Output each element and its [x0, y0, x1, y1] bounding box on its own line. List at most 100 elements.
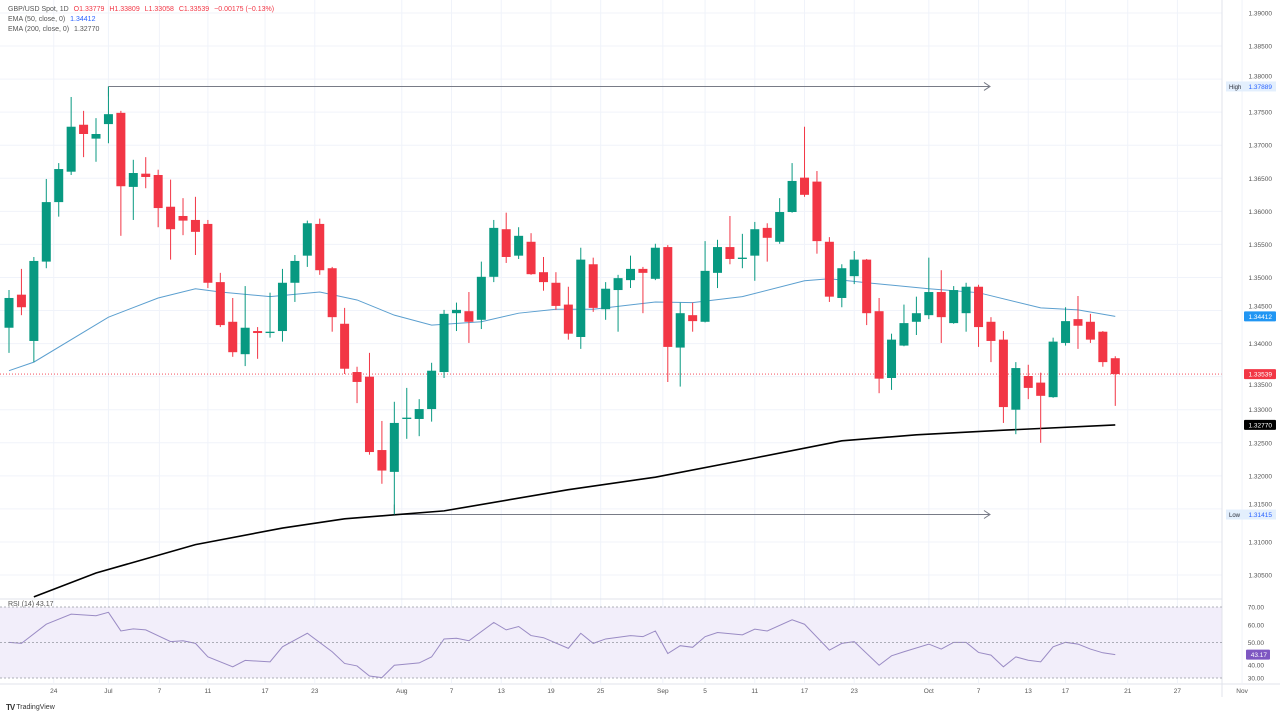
- candle-down: [315, 223, 325, 271]
- date-tick-label: 17: [261, 688, 269, 695]
- candle-down: [1110, 358, 1120, 375]
- candle-down: [563, 304, 573, 334]
- legend-symbol[interactable]: GBP/USD Spot, 1D: [8, 6, 69, 13]
- candle-up: [414, 409, 424, 419]
- date-tick-label: 23: [311, 688, 319, 695]
- price-tick-label: 1.39000: [1249, 11, 1273, 18]
- candle-up: [961, 286, 971, 314]
- rsi-legend-label: RSI (14): [8, 601, 35, 608]
- ema50-series: [8, 278, 1116, 372]
- ema200-line: [33, 424, 1116, 598]
- high-badge-label: High: [1229, 85, 1241, 91]
- date-tick-label: 11: [751, 688, 758, 695]
- candle-up: [675, 313, 685, 348]
- rsi-legend[interactable]: RSI (14) 43.17: [8, 601, 54, 608]
- candle-down: [228, 321, 238, 353]
- candle-down: [253, 331, 263, 334]
- legend-close: C1.33539: [178, 6, 210, 13]
- price-tick-label: 1.32000: [1249, 473, 1273, 480]
- legend-symbol-row: GBP/USD Spot, 1D O1.33779 H1.33809 L1.33…: [8, 5, 277, 15]
- price-tick-label: 1.38500: [1249, 44, 1273, 51]
- footer-brand[interactable]: TV TradingView: [6, 703, 55, 712]
- candle-down: [638, 268, 648, 273]
- candle-down: [974, 286, 984, 328]
- price-tick-label: 1.34500: [1249, 303, 1273, 310]
- candle-down: [1073, 319, 1083, 326]
- date-tick-label: 24: [50, 688, 58, 695]
- legend-ema50-label: EMA (50, close, 0): [8, 16, 66, 23]
- candle-down: [178, 215, 188, 221]
- candle-up: [389, 422, 399, 472]
- candle-up: [613, 278, 623, 291]
- grid: [0, 0, 1243, 683]
- legend-change: −0.00175 (−0.13%): [214, 6, 275, 13]
- rsi-tick-label: 40.00: [1248, 663, 1265, 670]
- date-tick-label: Oct: [924, 688, 934, 695]
- candle-up: [949, 290, 959, 324]
- candle-up: [4, 297, 14, 328]
- candle-up: [576, 259, 586, 337]
- candle-up: [451, 309, 461, 314]
- legend-high: H1.33809: [109, 6, 140, 13]
- legend-ema200-row[interactable]: EMA (200, close, 0) 1.32770: [8, 25, 277, 35]
- low-badge-value: 1.31415: [1249, 512, 1273, 519]
- price-levels: [0, 82, 1222, 519]
- legend-ema50-row[interactable]: EMA (50, close, 0) 1.34412: [8, 15, 277, 25]
- candle-up: [775, 212, 785, 242]
- candle-up: [290, 260, 300, 283]
- price-tick-label: 1.37500: [1249, 110, 1273, 117]
- candle-down: [116, 112, 126, 187]
- candle-down: [1023, 375, 1033, 388]
- rsi-tick-label: 70.00: [1248, 605, 1265, 612]
- candle-down: [203, 223, 213, 283]
- candle-up: [601, 288, 611, 310]
- candle-down: [725, 247, 735, 259]
- candle-up: [924, 292, 934, 316]
- candle-down: [352, 372, 362, 382]
- price-tick-label: 1.33500: [1249, 382, 1273, 389]
- legend-open: O1.33779: [73, 6, 105, 13]
- low-badge-label: Low: [1229, 513, 1241, 519]
- candle-up: [887, 339, 897, 378]
- legend-ema200-value: 1.32770: [74, 26, 100, 33]
- candle-down: [538, 272, 548, 283]
- arrow-head-icon: [983, 510, 991, 519]
- candle-down: [501, 229, 511, 257]
- candle-up: [240, 327, 250, 355]
- candle-up: [402, 417, 412, 419]
- candle-down: [998, 339, 1008, 408]
- candle-down: [688, 315, 698, 322]
- candle-up: [91, 133, 101, 139]
- candle-down: [551, 282, 561, 306]
- candle-up: [427, 370, 437, 410]
- candle-down: [79, 124, 89, 134]
- high-badge-value: 1.37889: [1249, 84, 1273, 91]
- rsi-legend-value: 43.17: [36, 601, 54, 608]
- high-badge-bg: [1226, 81, 1276, 92]
- candle-down: [1098, 331, 1108, 363]
- rsi-badge-bg: [1246, 649, 1270, 660]
- candle-down: [663, 247, 673, 347]
- candle-up: [439, 313, 449, 373]
- price-tick-label: 1.34000: [1249, 341, 1273, 348]
- candle-up: [899, 323, 909, 346]
- candle-down: [153, 174, 163, 209]
- date-tick-label: Aug: [396, 688, 408, 695]
- candle-up: [787, 180, 797, 213]
- price-tick-label: 1.31000: [1249, 539, 1273, 546]
- candle-down: [824, 241, 834, 297]
- candle-up: [29, 260, 39, 341]
- arrow-head-icon: [983, 82, 991, 91]
- price-tick-label: 1.36000: [1249, 209, 1273, 216]
- price-tick-label: 1.36500: [1249, 176, 1273, 183]
- candle-up: [849, 259, 859, 277]
- legend-ema200-label: EMA (200, close, 0): [8, 26, 70, 33]
- ema200-badge-bg: [1244, 419, 1276, 430]
- date-tick-label: Nov: [1236, 688, 1248, 695]
- axes: 1.39000 1.38500 1.38000 1.37500 1.37000 1.365…: [0, 0, 1280, 697]
- chart-legend: GBP/USD Spot, 1D O1.33779 H1.33809 L1.33…: [8, 5, 277, 35]
- date-tick-label: Jul: [104, 688, 113, 695]
- candle-down: [526, 241, 536, 275]
- candle-down: [800, 177, 810, 195]
